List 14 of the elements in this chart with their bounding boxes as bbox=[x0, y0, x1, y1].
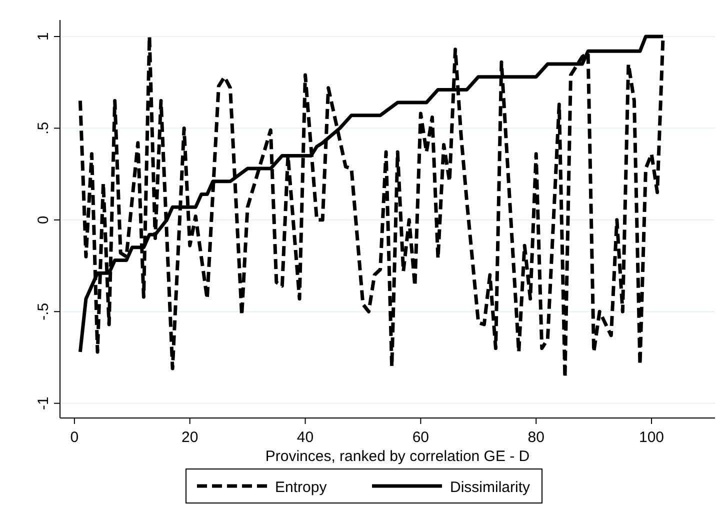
legend-label: Entropy bbox=[275, 479, 328, 496]
x-tick-label: 0 bbox=[70, 429, 79, 446]
y-tick-label: .5 bbox=[35, 122, 52, 134]
x-tick-label: 40 bbox=[296, 429, 314, 446]
y-tick-label: -.5 bbox=[35, 302, 52, 320]
x-tick-label: 100 bbox=[639, 429, 664, 446]
y-tick-label: -1 bbox=[35, 396, 52, 410]
y-tick-label: 0 bbox=[35, 216, 52, 224]
x-tick-label: 20 bbox=[182, 429, 198, 446]
x-axis-title: Provinces, ranked by correlation GE - D bbox=[265, 448, 530, 465]
y-tick-label: 1 bbox=[35, 32, 52, 41]
legend-label: Dissimilarity bbox=[450, 479, 530, 496]
x-tick-label: 80 bbox=[528, 429, 544, 446]
x-tick-label: 60 bbox=[412, 429, 430, 446]
